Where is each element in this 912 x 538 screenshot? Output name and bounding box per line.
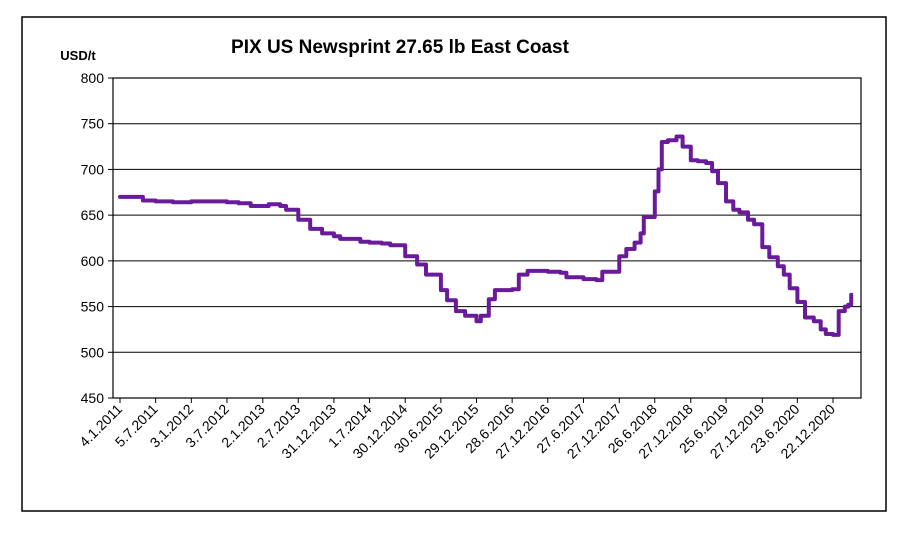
data-point — [446, 299, 448, 302]
data-point — [416, 263, 418, 266]
data-point — [190, 200, 193, 203]
data-point — [717, 182, 719, 184]
data-point — [321, 232, 323, 235]
y-tick-label: 800 — [81, 70, 105, 86]
data-point — [440, 289, 442, 291]
data-point — [850, 293, 852, 296]
data-point — [226, 201, 228, 204]
data-point — [832, 334, 834, 336]
data-point — [368, 241, 371, 244]
data-point — [681, 145, 684, 148]
data-point — [455, 310, 457, 312]
data-point — [404, 255, 407, 258]
data-point — [480, 314, 482, 317]
data-point — [464, 314, 466, 317]
data-point — [389, 244, 392, 247]
data-point — [119, 196, 121, 198]
data-point — [667, 139, 669, 141]
data-point — [297, 218, 300, 221]
plot-area — [112, 77, 862, 399]
series-line — [118, 134, 854, 337]
data-point — [661, 141, 663, 143]
data-point — [475, 320, 478, 323]
data-point — [172, 201, 174, 204]
data-point — [813, 320, 815, 323]
data-point — [732, 208, 735, 211]
data-point — [285, 208, 287, 211]
data-point — [625, 248, 628, 250]
data-point — [279, 205, 282, 207]
data-point — [711, 170, 713, 173]
data-point — [267, 203, 270, 205]
data-point — [488, 298, 490, 301]
data-point — [844, 305, 846, 308]
data-point — [783, 273, 785, 276]
data-point — [127, 196, 129, 198]
data-point — [777, 265, 779, 268]
data-point — [837, 310, 840, 312]
data-point — [359, 240, 362, 243]
y-tick-label: 700 — [81, 161, 105, 177]
data-point — [559, 271, 562, 274]
y-tick-label: 650 — [81, 207, 105, 223]
y-axis-ticks: 450 500 550 600 650 700 750 800 — [81, 70, 113, 406]
data-point — [380, 242, 383, 245]
data-point — [705, 162, 707, 164]
data-point — [725, 200, 727, 203]
data-point — [819, 328, 822, 331]
data-point — [643, 216, 645, 218]
gridlines — [113, 123, 861, 353]
data-point — [511, 288, 513, 291]
data-point — [262, 205, 264, 207]
data-point — [675, 135, 678, 138]
y-tick-label: 550 — [81, 299, 105, 315]
data-point — [690, 159, 692, 162]
data-point — [154, 200, 157, 203]
data-point — [136, 196, 138, 198]
data-point — [518, 273, 520, 276]
data-point — [618, 255, 621, 258]
data-point — [425, 273, 427, 276]
y-tick-label: 450 — [81, 390, 105, 406]
data-point — [582, 278, 585, 280]
data-point — [601, 271, 604, 273]
y-axis-label: USD/t — [60, 48, 96, 63]
data-point — [333, 235, 335, 237]
data-point — [654, 190, 656, 193]
data-point — [494, 289, 496, 291]
data-point — [804, 316, 806, 319]
data-point — [595, 279, 598, 281]
data-point — [249, 205, 252, 207]
data-point — [738, 211, 741, 214]
data-point — [768, 256, 771, 259]
series-layer — [118, 134, 854, 337]
data-point — [639, 232, 642, 235]
data-point — [547, 271, 549, 273]
data-point — [697, 160, 699, 162]
data-point — [350, 238, 353, 240]
chart-title: PIX US Newsprint 27.65 lb East Coast — [231, 37, 570, 58]
data-point — [747, 218, 749, 221]
y-tick-label: 750 — [81, 116, 105, 132]
y-tick-label: 500 — [81, 344, 105, 360]
data-point — [761, 246, 764, 248]
data-point — [142, 199, 144, 202]
data-point — [237, 202, 240, 205]
data-point — [825, 333, 827, 335]
y-tick-label: 600 — [81, 253, 105, 269]
data-point — [565, 276, 568, 279]
data-point — [847, 303, 850, 306]
data-point — [633, 241, 636, 244]
data-point — [207, 200, 210, 203]
data-point — [788, 287, 791, 290]
chart-border — [21, 16, 887, 512]
data-point — [526, 270, 529, 272]
data-point — [339, 238, 342, 240]
data-point — [753, 223, 755, 226]
data-point — [796, 301, 799, 303]
data-point — [657, 168, 660, 171]
data-point — [309, 228, 312, 230]
